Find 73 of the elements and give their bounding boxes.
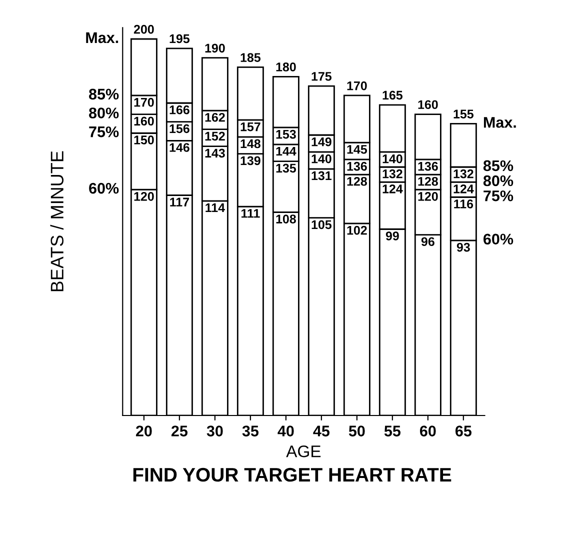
x-tick-label: 40	[278, 426, 294, 436]
annotation: 148	[240, 139, 260, 148]
annotation: 124	[382, 184, 403, 194]
annotation: 166	[170, 105, 190, 114]
y-axis-title: BEATS / MINUTE	[50, 151, 64, 292]
annotation: 140	[382, 154, 402, 164]
annotation: 175	[312, 72, 332, 81]
annotation: 144	[276, 146, 296, 156]
annotation: 128	[347, 176, 367, 186]
annotation: 140	[312, 154, 332, 164]
text: 75%	[89, 126, 119, 138]
annotation: 185	[240, 53, 261, 62]
text: Max.	[86, 32, 118, 44]
annotation: 128	[418, 176, 438, 186]
x-tick-label: 60	[420, 426, 436, 436]
text: FIND YOUR TARGET HEART RATE	[133, 468, 452, 482]
x-tick-label: 55	[384, 426, 400, 436]
text: 80%	[89, 108, 119, 118]
annotation: 152	[205, 132, 225, 141]
annotation: 156	[170, 124, 190, 134]
series-label: Max.	[484, 117, 516, 128]
annotation: 124	[454, 184, 474, 194]
annotation: 170	[134, 98, 154, 107]
annotation: 160	[418, 100, 438, 110]
annotation: 102	[347, 226, 367, 235]
text: 85%	[89, 88, 119, 100]
annotation: 180	[276, 62, 296, 72]
x-tick-label: 25	[171, 426, 188, 436]
annotation: 120	[134, 192, 154, 201]
annotation: 170	[347, 81, 367, 90]
annotation: 99	[386, 232, 399, 240]
x-tick-label: 20	[136, 426, 152, 436]
x-tick-label: 45	[313, 426, 330, 436]
series-label: 80%	[483, 175, 514, 186]
annotation: 135	[276, 164, 296, 173]
annotation: 153	[276, 130, 296, 139]
annotation: 93	[456, 242, 470, 252]
annotation: 143	[205, 148, 225, 158]
annotation: 155	[454, 110, 474, 118]
annotation: 160	[134, 116, 154, 126]
annotation: 165	[382, 90, 403, 100]
annotation: 146	[170, 143, 190, 152]
annotation: 120	[418, 192, 438, 201]
annotation: 105	[312, 220, 332, 230]
annotation: 200	[134, 24, 154, 34]
x-axis-title: AGE	[286, 445, 321, 458]
annotation: 96	[421, 237, 434, 246]
annotation: 136	[347, 162, 367, 171]
annotation: 150	[134, 136, 154, 144]
annotation: 190	[205, 44, 225, 53]
x-tick-label: 50	[348, 426, 365, 436]
series-label: 60%	[484, 234, 514, 245]
annotation: 132	[382, 169, 402, 178]
annotation: 131	[312, 171, 332, 180]
annotation: 132	[454, 169, 474, 178]
annotation: 108	[276, 214, 296, 224]
series-label: 75%	[484, 190, 514, 202]
annotation: 145	[347, 145, 368, 154]
annotation: 157	[240, 122, 260, 132]
annotation: 136	[418, 162, 438, 171]
annotation: 195	[170, 34, 190, 44]
annotation: 162	[205, 112, 225, 122]
annotation: 149	[312, 137, 332, 146]
x-tick-label: 65	[455, 426, 472, 436]
series-label: 85%	[483, 160, 514, 172]
annotation: 116	[454, 200, 474, 208]
annotation: 139	[240, 156, 260, 166]
x-tick-label: 30	[206, 426, 223, 436]
text: 60%	[89, 182, 119, 194]
annotation: 117	[170, 198, 189, 206]
x-tick-label: 35	[242, 426, 259, 436]
annotation: 111	[241, 209, 260, 218]
annotation: 114	[206, 203, 225, 212]
